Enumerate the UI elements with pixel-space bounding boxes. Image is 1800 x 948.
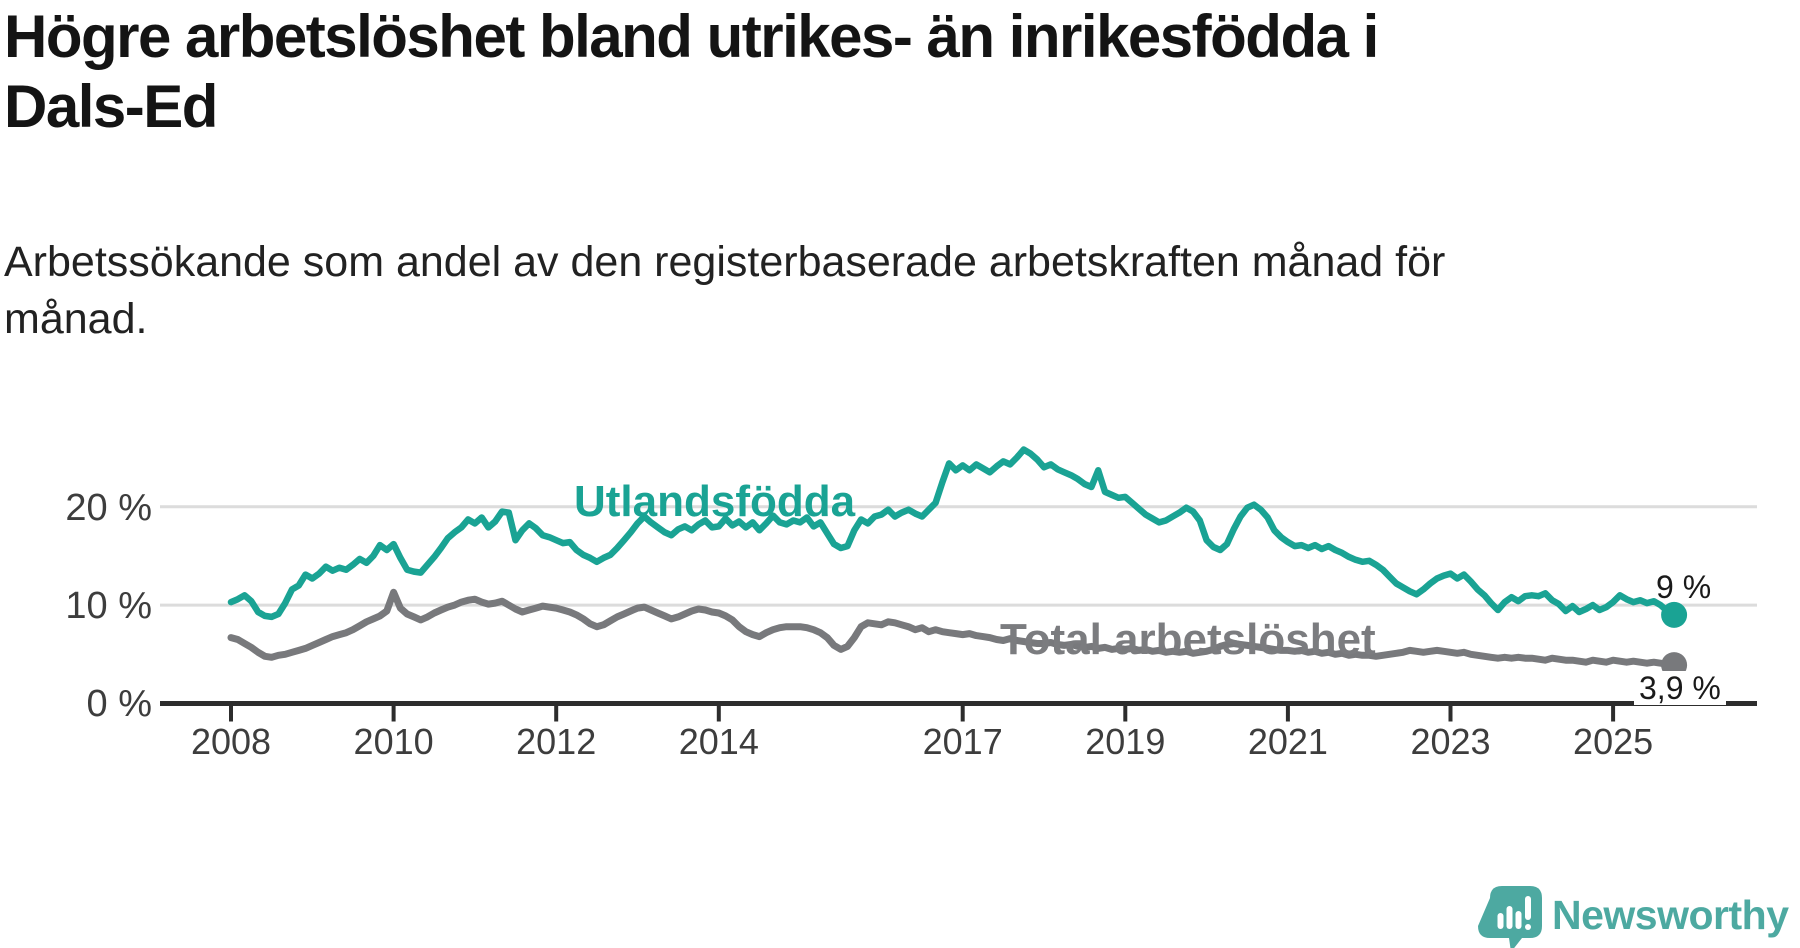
page-title: Högre arbetslöshet bland utrikes- än inr… — [4, 2, 1379, 142]
x-axis-tick-label-2019: 2019 — [1085, 721, 1166, 762]
x-axis-tick-label-2023: 2023 — [1410, 721, 1491, 762]
x-axis-tick-label-2025: 2025 — [1573, 721, 1654, 762]
x-axis-tick-label-2014: 2014 — [678, 721, 759, 762]
logo-bar-3 — [1515, 911, 1522, 929]
title-line-2: Dals-Ed — [4, 73, 218, 140]
logo-exclamation-dot — [1525, 924, 1531, 930]
end-dot-utlandsfodda — [1661, 601, 1688, 628]
subtitle-line-2: månad. — [4, 295, 148, 343]
x-axis-tick-label-2010: 2010 — [353, 721, 434, 762]
y-axis-label-0: 0 % — [86, 683, 152, 725]
x-axis-tick-label-2012: 2012 — [516, 721, 597, 762]
x-axis-tick-label-2021: 2021 — [1247, 721, 1328, 762]
x-axis — [160, 701, 1757, 722]
series-label-total-arbetsloshet: Total arbetslöshet — [1000, 615, 1376, 664]
newsworthy-logo-icon — [1478, 886, 1542, 948]
line-utlandsfodda — [227, 446, 1678, 621]
line-total-arbetsloshet — [227, 588, 1678, 669]
newsworthy-logo-text: Newsworthy — [1552, 892, 1789, 938]
y-axis-label-20: 20 % — [65, 487, 152, 529]
x-axis-tick-label-2017: 2017 — [922, 721, 1003, 762]
logo-bar-2 — [1506, 906, 1513, 929]
title-line-1: Högre arbetslöshet bland utrikes- än inr… — [4, 3, 1379, 70]
data-series — [227, 446, 1688, 679]
subtitle-line-1: Arbetssökande som andel av den registerb… — [4, 238, 1446, 286]
x-axis-tick-label-2008: 2008 — [190, 721, 272, 762]
y-axis-label-10: 10 % — [65, 585, 152, 627]
logo-exclamation-bar — [1525, 896, 1531, 920]
end-value-label-total: 3,9 % — [1634, 671, 1726, 705]
chart-subtitle: Arbetssökande som andel av den registerb… — [4, 234, 1445, 348]
logo-bar-1 — [1497, 913, 1504, 929]
end-value-label-utlandsfodda: 9 % — [1656, 569, 1712, 605]
series-label-utlandsfodda: Utlandsfödda — [574, 477, 856, 526]
